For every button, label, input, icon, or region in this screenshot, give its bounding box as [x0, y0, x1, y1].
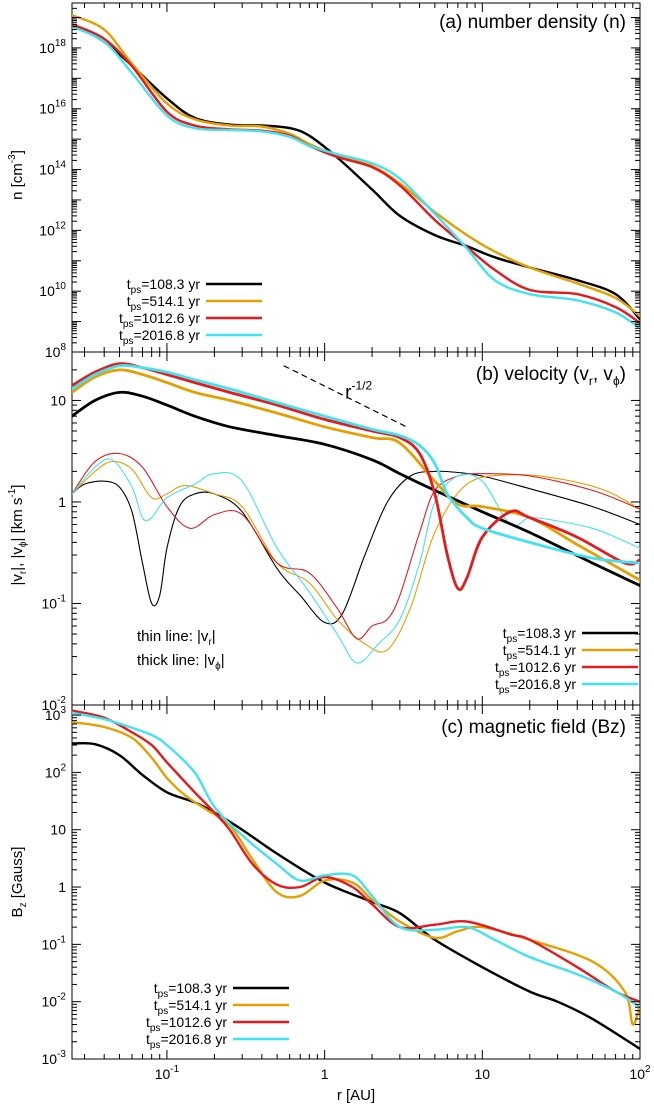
panel-a-title: (a) number density (n): [439, 12, 626, 33]
y-tick-label: 1: [58, 879, 66, 895]
y-tick-label: 1012: [39, 220, 66, 238]
series-line-tps-108-3-yr-vphi-: [72, 390, 640, 587]
svg-text:|vr|, |vϕ| [km s-1]: |vr|, |vϕ| [km s-1]: [7, 485, 29, 586]
x-tick-label: 10: [475, 1066, 491, 1082]
panel-magnetic-field: 10-3 10-2 10-1 1 10 102 103 10-1 1 10 102 (c) magn…: [9, 704, 651, 1082]
x-axis-label: r [AU]: [337, 1087, 375, 1104]
y-tick-label: 1: [58, 494, 66, 510]
series-line-tps-514-1-yr: [72, 13, 640, 318]
y-tick-label: 1010: [39, 281, 66, 299]
y-tick-label: 102: [45, 762, 67, 780]
y-tick-label: 1018: [39, 38, 66, 56]
y-tick-label: 10: [50, 822, 66, 838]
panel-a-lines: [72, 13, 640, 330]
legend-label: tps=1012.6 yr: [119, 310, 200, 330]
x-tick-label: 1: [321, 1066, 329, 1082]
panel-a-ylabel-end: ]: [9, 150, 26, 154]
panel-b-title: (b) velocity (vr, vϕ): [476, 364, 626, 388]
legend-label: tps=2016.8 yr: [495, 676, 576, 696]
legend-label: tps=2016.8 yr: [146, 1031, 227, 1051]
series-line-tps-514-1-yr-vr-: [72, 461, 640, 653]
series-line-tps-514-1-yr-vphi-: [72, 368, 640, 582]
legend-label: tps=108.3 yr: [127, 276, 201, 296]
svg-text:Bz [Gauss]: Bz [Gauss]: [9, 847, 29, 918]
note-thick-line: thick line: |vϕ|: [137, 652, 225, 672]
panel-a-ylabel-sup: -3: [7, 154, 18, 163]
panel-velocity: 10-2 10-1 1 10 (b) velocity (vr, vϕ) |vr|, …: [7, 351, 641, 713]
power-law-guide-label: r-1/2: [345, 378, 372, 403]
x-tick-label: 102: [629, 1064, 651, 1082]
svg-text:n [cm-3]: n [cm-3]: [7, 150, 26, 200]
y-tick-label: 10-2: [42, 695, 67, 713]
series-line-tps-108-3-yr: [72, 741, 640, 1051]
panel-b-ylabel: |vr|, |vϕ| [km s-1]: [7, 485, 29, 586]
power-law-guide-line: [283, 365, 407, 428]
y-tick-label: 10: [50, 392, 66, 408]
y-tick-label: 108: [45, 342, 67, 360]
series-line-tps-1012-6-yr-vr-: [72, 452, 640, 640]
legend-label: tps=1012.6 yr: [495, 659, 576, 679]
series-line-tps-2016-8-yr: [72, 25, 640, 330]
panel-c-lines: [72, 709, 640, 1051]
panel-c-title: (c) magnetic field (Bz): [441, 717, 626, 738]
y-tick-label: 10-3: [42, 1049, 67, 1067]
y-tick-label: 103: [45, 705, 67, 723]
legend-label: tps=2016.8 yr: [119, 327, 200, 347]
panel-a-ylabel-main: n [cm: [9, 163, 26, 200]
series-line-tps-1012-6-yr: [72, 709, 640, 1003]
legend-label: tps=108.3 yr: [154, 980, 228, 1000]
y-tick-label: 10-1: [42, 934, 67, 952]
series-line-tps-2016-8-yr: [72, 711, 640, 1009]
y-tick-label: 10-1: [42, 593, 67, 611]
panel-c-ylabel: Bz [Gauss]: [9, 847, 29, 918]
x-tick-label: 10-1: [155, 1064, 180, 1082]
series-line-tps-108-3-yr-vr-: [72, 470, 640, 625]
y-tick-label: 10-2: [42, 992, 67, 1010]
series-line-tps-2016-8-yr-vphi-: [72, 363, 640, 565]
y-tick-label: 1014: [39, 160, 66, 178]
legend-label: tps=108.3 yr: [503, 625, 577, 645]
series-line-tps-514-1-yr: [72, 721, 640, 1026]
panel-a-ylabel: n [cm-3]: [7, 150, 26, 200]
y-tick-label: 1016: [39, 99, 66, 117]
legend-label: tps=514.1 yr: [503, 642, 577, 662]
note-thin-line: thin line: |vr|: [137, 628, 216, 648]
legend-label: tps=1012.6 yr: [146, 1014, 227, 1034]
panel-c-frame: [71, 704, 641, 1060]
series-line-tps-1012-6-yr: [72, 23, 640, 325]
legend-label: tps=514.1 yr: [127, 293, 201, 313]
series-line-tps-1012-6-yr-vphi-: [72, 362, 640, 592]
legend-label: tps=514.1 yr: [154, 997, 228, 1017]
panel-b-lines: [72, 362, 640, 664]
panel-number-density: 108 1010 1012 1014 1016 1018 (a) number densi…: [7, 2, 641, 360]
